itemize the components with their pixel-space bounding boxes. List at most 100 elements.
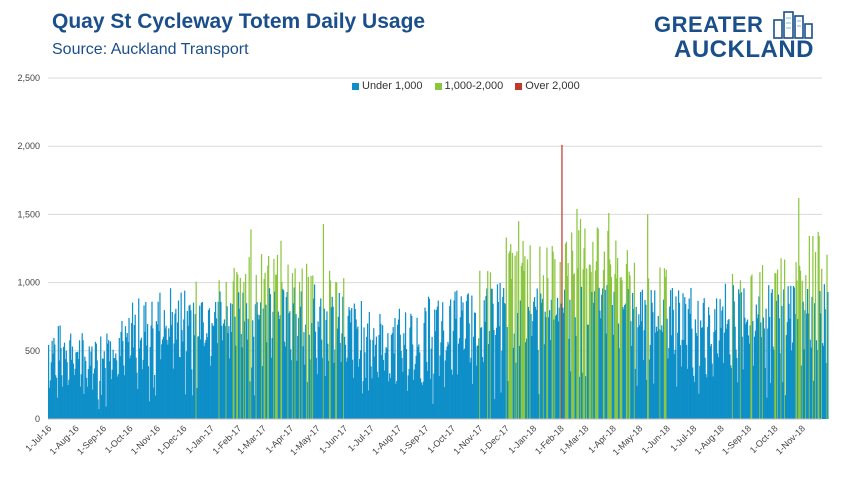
daily-bar [220,301,222,419]
daily-bar [609,264,612,419]
daily-bar [662,299,665,419]
daily-bar [156,324,158,419]
daily-bar [613,291,615,419]
daily-bar [699,365,701,419]
daily-bar [369,339,371,419]
daily-bar [383,370,385,419]
daily-bar [435,331,437,419]
daily-bar [637,327,639,419]
logo-line-1: GREATER [654,12,764,37]
daily-bar [647,214,649,419]
daily-bar [629,275,631,419]
daily-bar [781,305,783,419]
daily-bar [66,362,68,419]
daily-bar [167,344,169,419]
daily-bar [518,345,521,419]
daily-bar [227,333,229,419]
daily-bar [218,280,220,419]
daily-bar [616,278,618,419]
daily-bar [318,327,320,419]
daily-bar [469,362,471,419]
daily-bar [264,272,266,419]
daily-bar [85,377,88,419]
daily-bar [82,340,84,419]
daily-bar [567,263,569,419]
daily-bar [404,344,406,419]
daily-bar [229,358,231,419]
daily-bar [581,372,583,419]
daily-bar [635,306,637,419]
daily-bar [154,374,156,419]
daily-bar [815,340,818,419]
daily-bar [774,273,776,419]
daily-bar [763,328,765,419]
daily-bar [533,301,535,419]
daily-bar [81,333,83,419]
daily-bar [514,255,516,419]
daily-bar [166,340,168,419]
daily-bar [343,278,345,419]
daily-bar [687,309,689,419]
daily-bar [516,251,518,419]
daily-bar [171,311,173,419]
daily-bar [737,382,739,419]
daily-bar [693,375,695,419]
daily-bar [670,335,673,419]
daily-bar [806,289,809,419]
daily-bar [732,285,734,419]
daily-bar [241,347,243,419]
daily-bar [607,230,609,419]
daily-bar [355,319,357,419]
daily-bar [381,355,383,419]
daily-bar [471,295,473,419]
daily-bar [129,358,131,419]
daily-bar [319,306,321,419]
daily-bar [86,386,89,419]
daily-bar [601,288,604,419]
daily-bar [719,299,721,419]
daily-bar [123,365,125,419]
daily-bar [776,269,779,419]
daily-bar [399,334,401,419]
daily-bar [631,345,633,419]
daily-bar [240,334,242,419]
daily-bar [488,330,491,419]
daily-bar [249,381,251,419]
daily-bar [728,319,730,419]
daily-bar [534,306,537,419]
daily-bar [416,317,418,419]
daily-bar [789,318,791,419]
daily-bar [270,357,272,419]
daily-bar [157,301,159,419]
daily-bar [804,310,806,419]
daily-bar [169,288,172,419]
daily-bar [111,369,113,419]
daily-bar [503,303,506,419]
daily-bar [690,287,692,419]
daily-bar [668,347,670,419]
daily-bar [311,322,313,419]
daily-bar [332,306,334,419]
daily-bar [645,304,647,419]
daily-bar [409,327,411,419]
daily-bar [89,365,91,419]
daily-bar [757,314,759,419]
daily-bar [520,265,522,419]
daily-bar [522,240,524,419]
daily-bar [102,358,105,419]
daily-bar [731,273,734,419]
daily-bar [524,256,526,419]
daily-bar [55,375,57,419]
daily-bar [313,298,315,419]
daily-bar [479,270,481,419]
daily-bar [510,244,512,419]
daily-bar [324,375,326,419]
daily-bar [563,312,565,419]
daily-bar [164,328,166,419]
daily-bar [78,340,81,419]
daily-bar [468,323,470,419]
daily-bar [226,306,228,419]
daily-bar [330,307,332,419]
daily-bar [389,373,391,419]
